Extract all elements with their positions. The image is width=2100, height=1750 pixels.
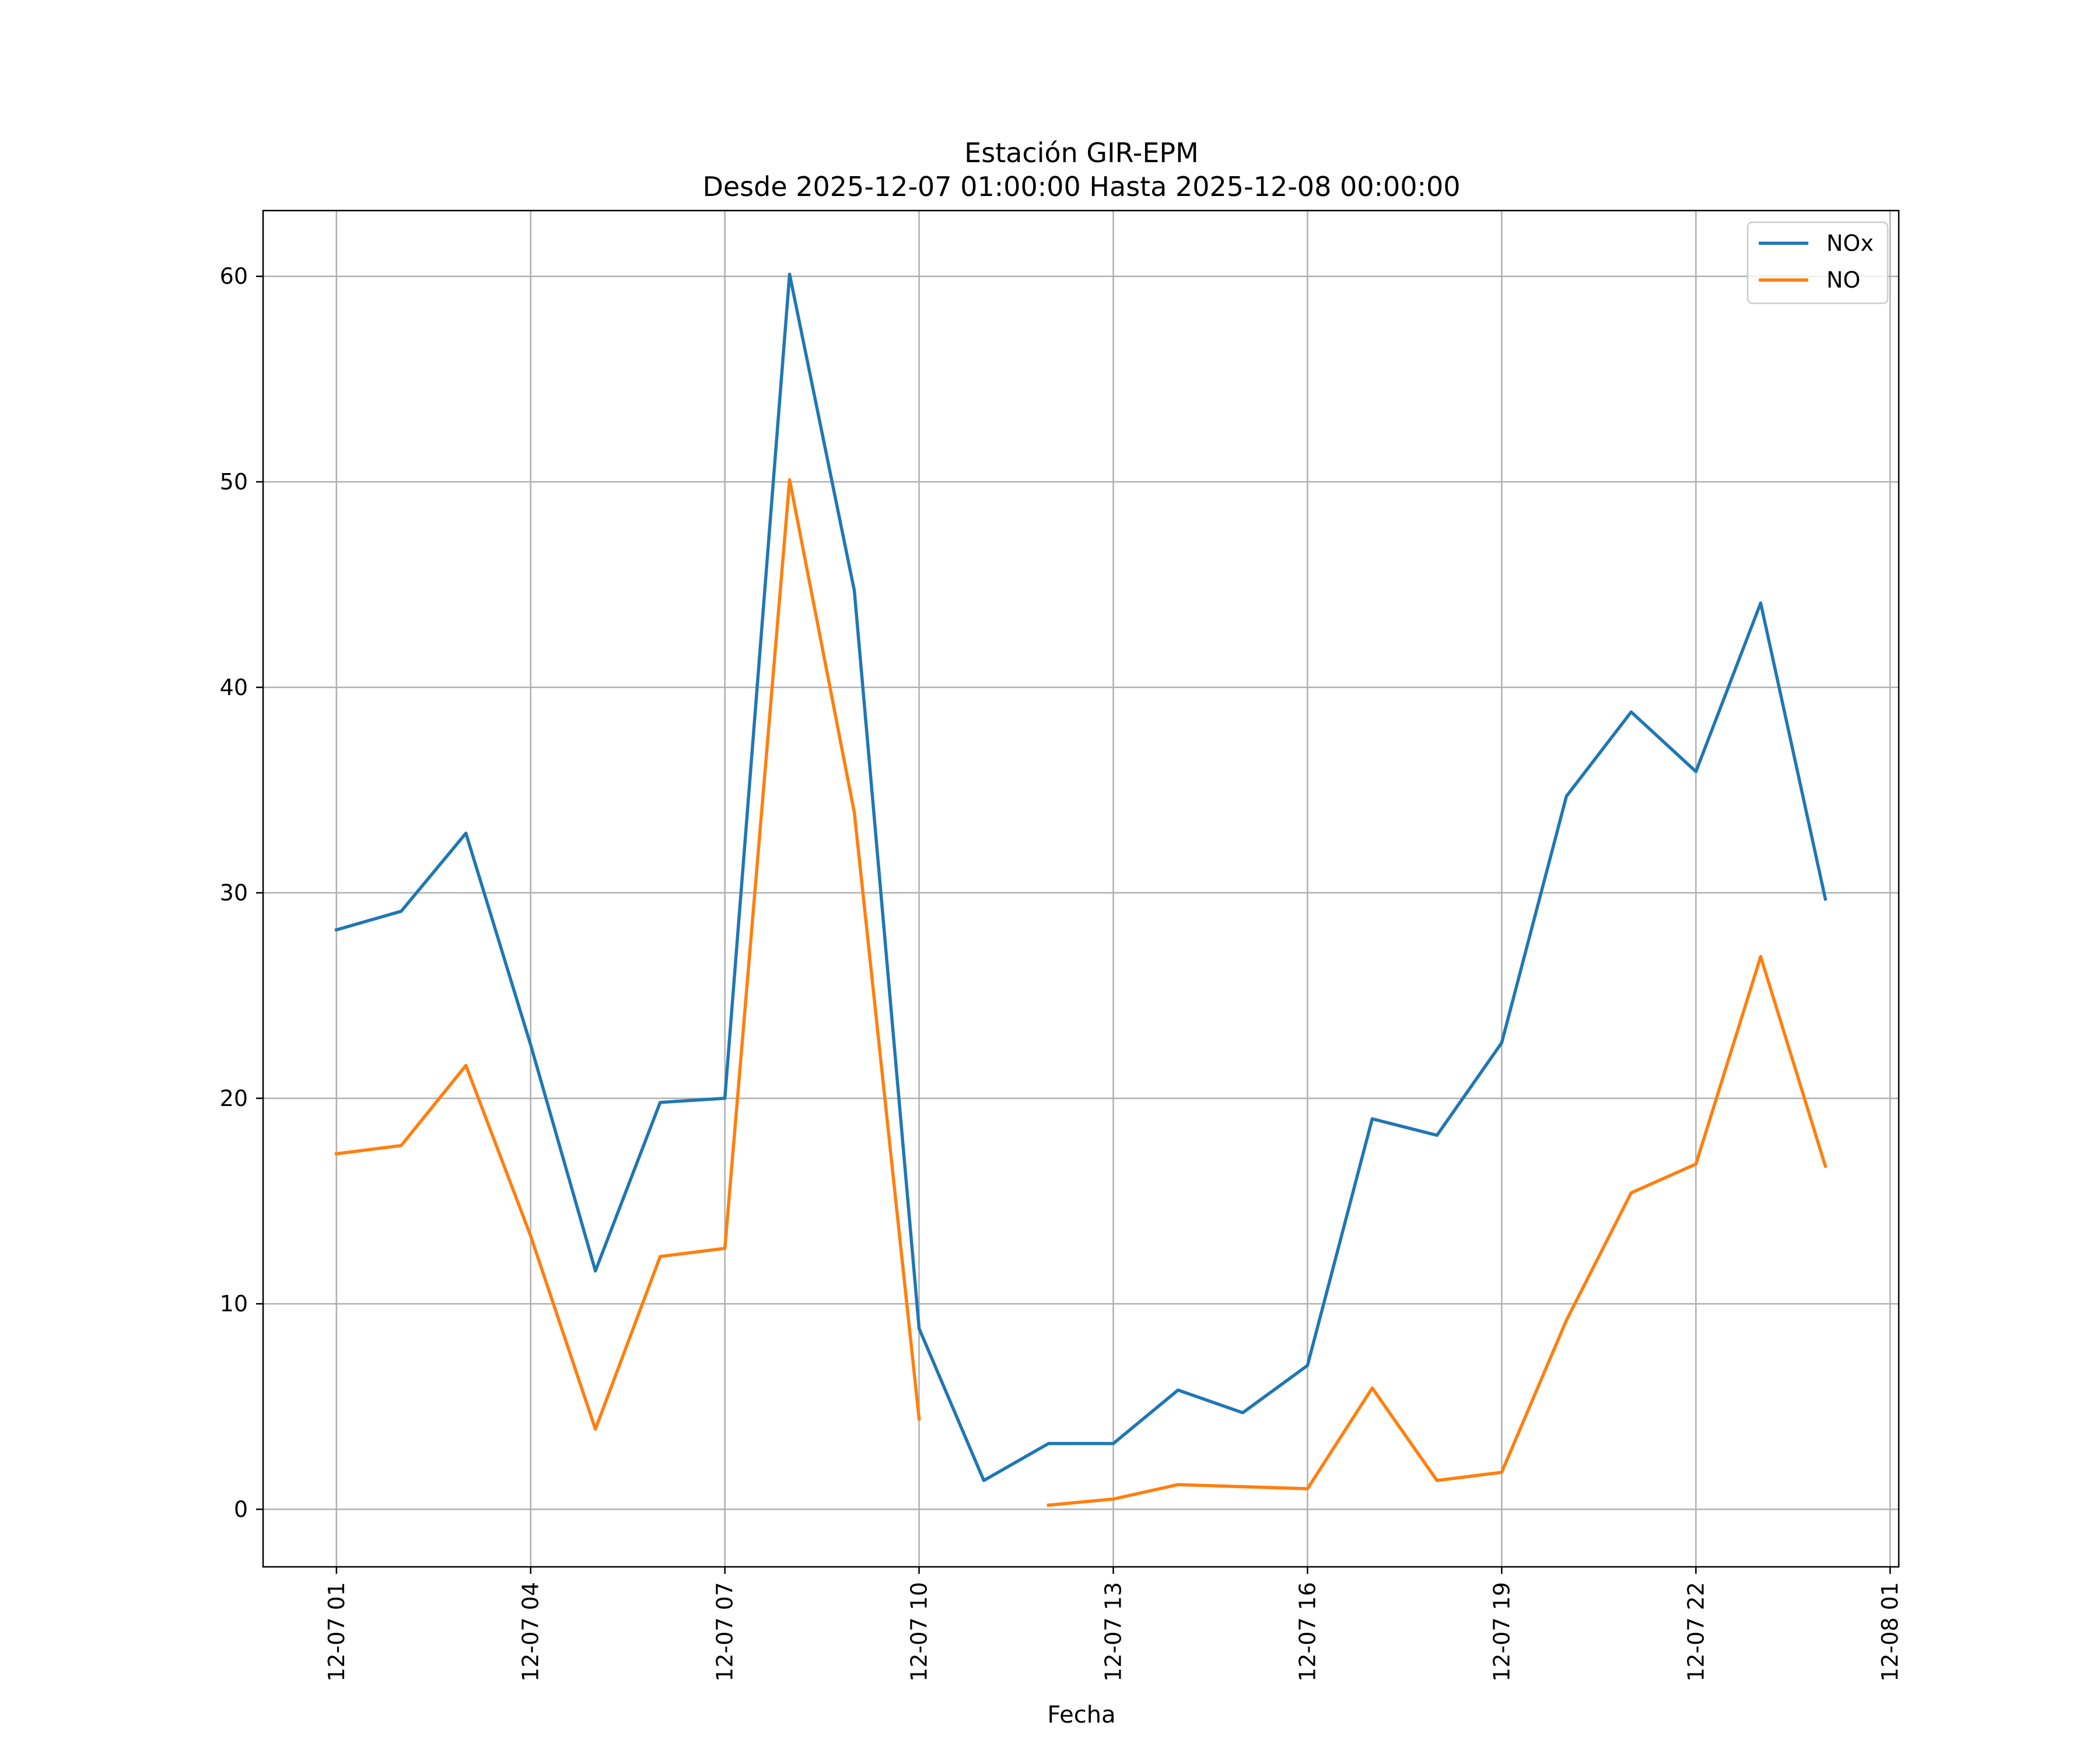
- y-tick-label: 50: [220, 469, 248, 495]
- series-line-nox: [334, 272, 1828, 1482]
- series-layer: [334, 272, 1828, 1507]
- chart-subtitle: Desde 2025-12-07 01:00:00 Hasta 2025-12-…: [702, 171, 1460, 202]
- x-tick-label: 12-07 19: [1489, 1582, 1514, 1682]
- x-tick-label: 12-07 13: [1100, 1582, 1126, 1682]
- y-tick-label: 20: [220, 1086, 248, 1111]
- chart-title: Estación GIR-EPM: [964, 137, 1199, 169]
- y-tick-label: 0: [234, 1496, 248, 1522]
- x-axis-label: Fecha: [1047, 1702, 1115, 1728]
- x-tick-label: 12-08 01: [1877, 1582, 1903, 1682]
- axis-ticks: 12-07 01 12-07 04 12-07 07 12-07 10 12-07 13…: [220, 264, 1903, 1682]
- legend: NOx NO: [1746, 221, 1889, 304]
- y-tick-label: 30: [220, 880, 248, 906]
- plot-area-frame: [262, 209, 1900, 1568]
- y-tick-label: 40: [220, 674, 248, 700]
- y-tick-label: 60: [220, 264, 248, 289]
- x-tick-label: 12-07 10: [907, 1582, 932, 1682]
- x-tick-label: 12-07 22: [1683, 1582, 1709, 1682]
- series-line-no: [334, 478, 1828, 1507]
- x-tick-label: 12-07 04: [518, 1582, 544, 1682]
- y-tick-label: 10: [220, 1291, 248, 1317]
- x-tick-label: 12-07 07: [712, 1582, 738, 1682]
- legend-label-nox: NOx: [1826, 230, 1874, 256]
- x-tick-label: 12-07 01: [324, 1582, 349, 1682]
- grid: [263, 211, 1899, 1567]
- legend-label-no: NO: [1826, 267, 1860, 293]
- x-tick-label: 12-07 16: [1294, 1582, 1320, 1682]
